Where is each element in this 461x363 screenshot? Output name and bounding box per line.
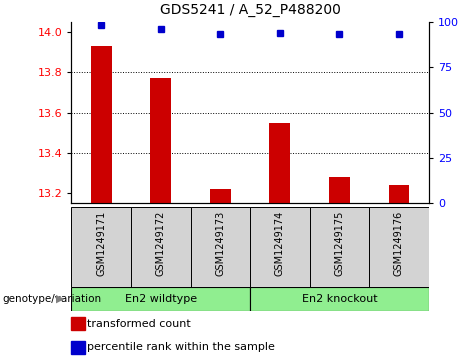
Bar: [91, 46, 112, 203]
Text: GSM1249171: GSM1249171: [96, 211, 106, 276]
Text: ▶: ▶: [56, 294, 65, 304]
Bar: [190, 207, 250, 287]
Bar: [210, 189, 231, 203]
Bar: [71, 341, 85, 354]
Text: GSM1249173: GSM1249173: [215, 211, 225, 276]
Bar: [329, 177, 350, 203]
Bar: [71, 287, 250, 311]
Bar: [71, 207, 131, 287]
Bar: [250, 287, 429, 311]
Text: En2 knockout: En2 knockout: [301, 294, 377, 304]
Text: genotype/variation: genotype/variation: [2, 294, 101, 304]
Text: transformed count: transformed count: [87, 319, 191, 329]
Bar: [310, 207, 369, 287]
Bar: [369, 207, 429, 287]
Text: GSM1249172: GSM1249172: [156, 211, 166, 276]
Text: En2 wildtype: En2 wildtype: [125, 294, 197, 304]
Text: GSM1249174: GSM1249174: [275, 211, 285, 276]
Bar: [389, 185, 409, 203]
Text: percentile rank within the sample: percentile rank within the sample: [87, 342, 275, 352]
Title: GDS5241 / A_52_P488200: GDS5241 / A_52_P488200: [160, 3, 341, 17]
Bar: [250, 207, 310, 287]
Bar: [71, 317, 85, 330]
Text: GSM1249175: GSM1249175: [334, 211, 344, 276]
Bar: [131, 207, 190, 287]
Bar: [269, 123, 290, 203]
Bar: [150, 78, 171, 203]
Text: GSM1249176: GSM1249176: [394, 211, 404, 276]
